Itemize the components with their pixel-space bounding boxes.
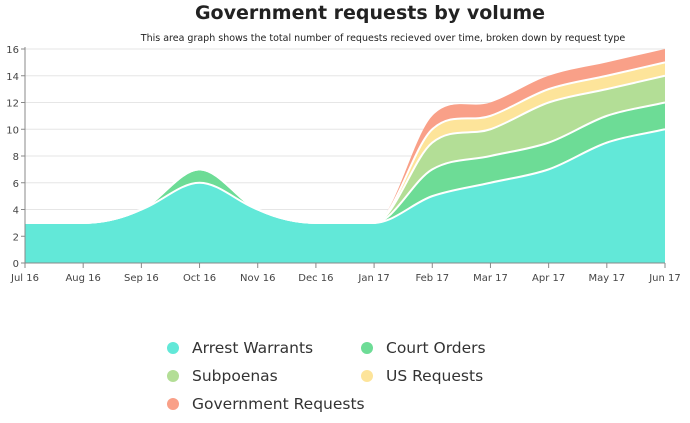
legend-item[interactable]: Arrest Warrants: [167, 339, 313, 357]
legend-item[interactable]: Subpoenas: [167, 367, 278, 385]
legend-item[interactable]: Court Orders: [361, 339, 486, 357]
area-arrest-warrants[interactable]: [25, 129, 665, 263]
x-tick-label: Oct 16: [183, 273, 216, 284]
y-tick-label: 4: [13, 206, 19, 217]
legend-swatch-icon: [167, 342, 179, 354]
x-tick-label: Aug 16: [65, 273, 100, 284]
x-tick-label: Nov 16: [240, 273, 275, 284]
series-boundary-line: [25, 61, 666, 224]
x-tick-label: Sep 16: [124, 273, 159, 284]
y-tick-label: 10: [6, 125, 19, 136]
y-tick-label: 12: [6, 99, 19, 110]
x-tick-label: Apr 17: [532, 273, 565, 284]
y-tick-label: 16: [6, 45, 19, 56]
legend-label: US Requests: [386, 367, 484, 385]
x-tick-label: Mar 17: [473, 273, 508, 284]
x-tick-label: Jun 17: [648, 273, 681, 284]
legend-item[interactable]: US Requests: [361, 367, 483, 385]
y-tick-label: 14: [6, 72, 19, 83]
legend-label: Government Requests: [192, 395, 365, 413]
legend-label: Arrest Warrants: [192, 339, 314, 357]
y-tick-label: 6: [13, 179, 19, 190]
x-tick-label: Feb 17: [415, 273, 449, 284]
x-tick-label: Jan 17: [357, 273, 389, 284]
x-tick-label: May 17: [589, 273, 626, 284]
legend-swatch-icon: [167, 398, 179, 410]
y-tick-label: 8: [13, 152, 19, 163]
legend-swatch-icon: [361, 370, 373, 382]
x-tick-label: Dec 16: [298, 273, 333, 284]
y-tick-label: 0: [13, 259, 19, 270]
x-tick-label: Jul 16: [10, 273, 39, 284]
legend-label: Court Orders: [386, 339, 486, 357]
legend-item[interactable]: Government Requests: [167, 395, 365, 413]
y-tick-label: 2: [13, 232, 19, 243]
chart-subtitle: This area graph shows the total number o…: [140, 33, 626, 44]
legend-swatch-icon: [167, 370, 179, 382]
chart-title: Government requests by volume: [194, 2, 546, 24]
legend-swatch-icon: [361, 342, 373, 354]
legend-label: Subpoenas: [192, 367, 278, 385]
